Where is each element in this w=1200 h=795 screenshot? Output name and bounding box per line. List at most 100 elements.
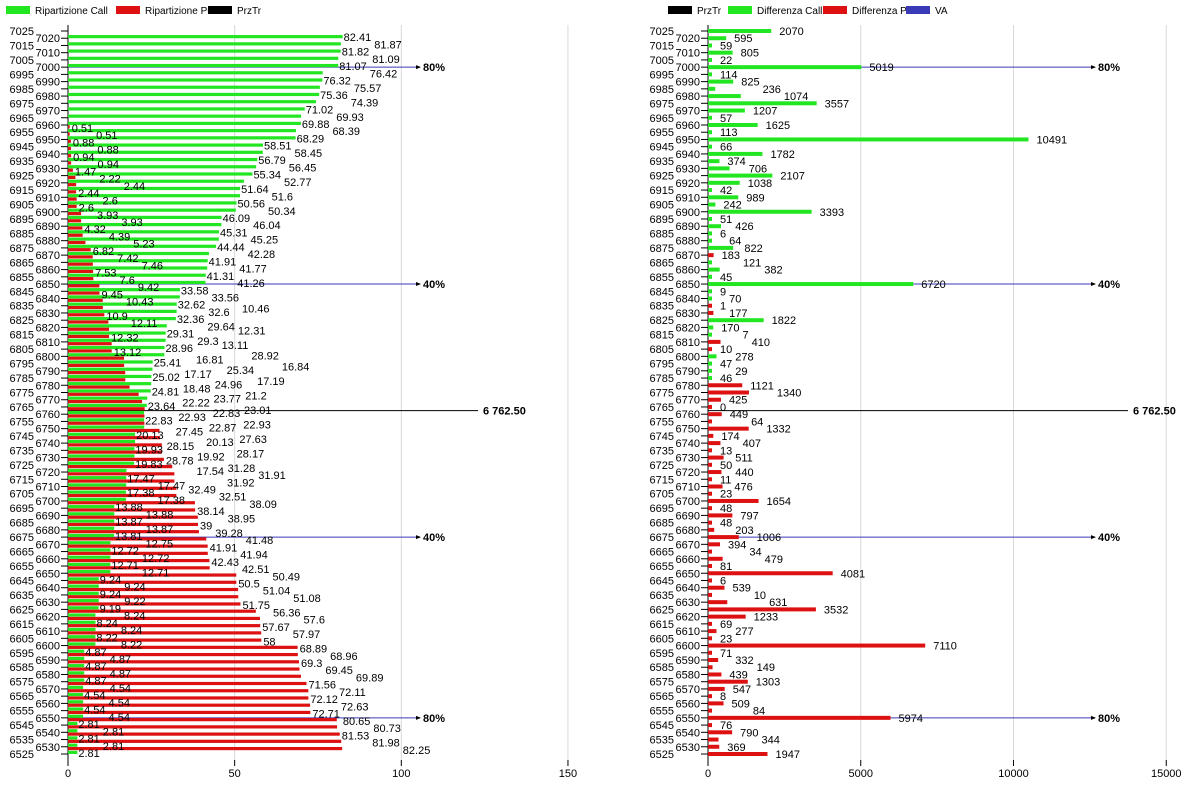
call-value-label: 13.87: [115, 517, 143, 529]
call-diff-bar: [708, 231, 712, 236]
y-tick-label: 6540: [36, 727, 60, 739]
put-bar: [68, 154, 72, 158]
y-tick-label: 6765: [10, 402, 34, 414]
diff-value-label: 332: [735, 655, 753, 667]
y-tick-label: 6675: [650, 532, 674, 544]
diff-value-label: 149: [757, 662, 775, 674]
call-bar: [68, 201, 237, 205]
y-tick-label: 6545: [10, 720, 34, 732]
put-value-label: 31.92: [227, 477, 255, 489]
y-tick-label: 6920: [676, 178, 700, 190]
call-value-label: 20.13: [206, 437, 234, 449]
y-tick-label: 6995: [10, 69, 34, 81]
put-value-label: 0.51: [96, 130, 117, 142]
put-bar: [68, 414, 145, 418]
y-tick-label: 6695: [10, 503, 34, 515]
put-diff-bar: [708, 520, 712, 525]
put-bar: [68, 313, 105, 317]
call-bar: [68, 345, 165, 350]
call-bar: [68, 324, 167, 328]
call-bar: [68, 71, 323, 75]
put-diff-bar: [708, 527, 715, 532]
diff-value-label: 84: [753, 706, 765, 718]
put-value-label: 22.93: [243, 419, 271, 431]
call-value-label: 13.81: [115, 531, 143, 543]
call-value-label: 25.02: [152, 372, 180, 384]
put-bar: [68, 211, 82, 216]
diff-value-label: 236: [763, 84, 781, 96]
diff-value-label: 822: [744, 243, 762, 255]
put-value-label: 72.63: [341, 701, 369, 713]
call-bar: [68, 49, 341, 53]
y-tick-label: 6705: [650, 489, 674, 501]
put-diff-bar: [708, 643, 926, 648]
put-diff-bar: [708, 506, 712, 511]
y-tick-label: 6945: [650, 142, 674, 154]
y-tick-label: 6890: [36, 221, 60, 233]
put-value-label: 51.75: [242, 600, 270, 612]
call-diff-bar: [708, 274, 712, 279]
diff-value-label: 1006: [757, 532, 781, 544]
call-bar: [68, 35, 343, 39]
put-value-label: 2.44: [124, 181, 145, 193]
put-value-label: 71.56: [309, 680, 337, 692]
call-value-label: 4.87: [85, 647, 106, 659]
call-value-label: 28.92: [251, 350, 279, 362]
call-value-label: 75.36: [320, 90, 348, 102]
diff-value-label: 203: [735, 525, 753, 537]
diff-value-label: 3532: [824, 604, 848, 616]
put-value-label: 57.97: [293, 629, 321, 641]
put-value-label: 32.49: [188, 484, 216, 496]
put-bar: [68, 718, 337, 722]
put-bar: [68, 544, 208, 548]
put-bar: [68, 421, 145, 425]
diff-value-label: 790: [740, 727, 758, 739]
y-tick-label: 6705: [10, 489, 34, 501]
put-diff-bar: [708, 715, 891, 720]
call-diff-bar: [708, 361, 712, 366]
call-value-label: 12.72: [142, 553, 170, 565]
diff-value-label: 11: [720, 474, 731, 486]
call-value-label: 81.87: [374, 39, 402, 51]
y-tick-label: 6575: [650, 677, 674, 689]
put-value-label: 13.11: [222, 340, 249, 352]
put-bar: [68, 472, 175, 476]
put-bar: [68, 732, 340, 736]
diff-value-label: 0: [720, 402, 726, 414]
call-value-label: 50.34: [268, 206, 296, 218]
diff-value-label: 71: [720, 648, 732, 660]
call-bar: [68, 63, 339, 68]
call-diff-bar: [708, 224, 722, 229]
call-value-label: 32.6: [208, 307, 229, 319]
y-tick-label: 6635: [650, 590, 674, 602]
y-tick-label: 6905: [10, 200, 34, 212]
diff-value-label: 595: [734, 33, 752, 45]
call-bar: [68, 129, 296, 133]
y-tick-label: 6970: [36, 106, 60, 118]
call-bar: [68, 367, 153, 371]
put-bar: [68, 667, 300, 671]
y-tick-label: 6685: [650, 518, 674, 530]
call-diff-bar: [708, 260, 712, 265]
y-tick-label: 6970: [676, 106, 700, 118]
diff-value-label: 2107: [780, 171, 804, 183]
call-value-label: 12.75: [146, 538, 174, 550]
put-diff-bar: [708, 585, 725, 590]
call-value-label: 69.93: [336, 112, 364, 124]
y-tick-label: 6620: [36, 612, 60, 624]
call-bar: [68, 562, 111, 567]
put-value-label: 57.67: [262, 622, 290, 634]
y-tick-label: 6865: [650, 257, 674, 269]
call-value-label: 12.72: [111, 546, 139, 558]
call-value-label: 41.91: [209, 256, 237, 268]
put-value-label: 0.88: [73, 137, 94, 149]
level-label: 80%: [423, 713, 445, 725]
y-tick-label: 6840: [676, 294, 700, 306]
call-diff-bar: [708, 318, 764, 323]
call-diff-bar: [708, 79, 734, 84]
put-diff-bar: [708, 571, 833, 576]
call-value-label: 23.64: [148, 401, 176, 413]
diff-value-label: 344: [761, 735, 779, 747]
diff-value-label: 1654: [767, 496, 791, 508]
put-bar: [68, 371, 126, 375]
